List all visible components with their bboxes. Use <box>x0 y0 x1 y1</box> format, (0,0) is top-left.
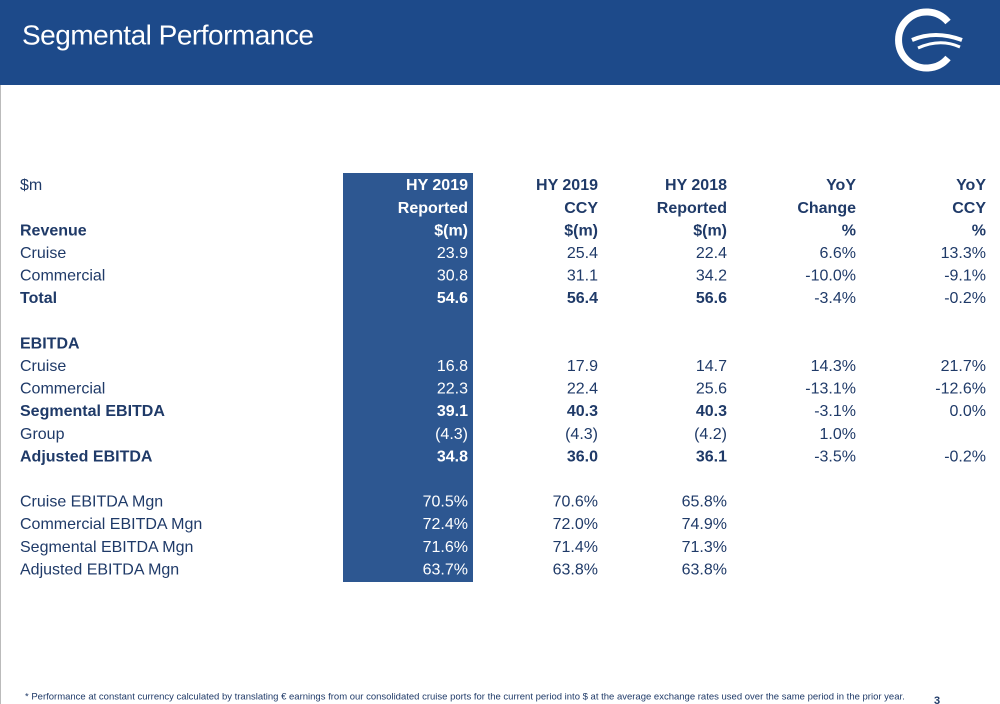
cell: $(m) <box>434 222 468 239</box>
cell: (4.3) <box>435 426 468 443</box>
cell: 70.5% <box>423 494 468 511</box>
cell: 40.3 <box>567 403 598 420</box>
cell: -10.0% <box>805 268 856 285</box>
column-header: HY 2019 <box>406 177 468 194</box>
cell: $(m) <box>564 222 598 239</box>
row-label: EBITDA <box>20 335 80 352</box>
page-number: 3 <box>934 695 940 704</box>
cell: 30.8 <box>437 268 468 285</box>
cell: 14.7 <box>696 358 727 375</box>
cell: 71.3% <box>682 539 727 556</box>
cell: 71.6% <box>423 539 468 556</box>
cell: 1.0% <box>820 426 856 443</box>
highlight-column <box>343 173 473 582</box>
cell: % <box>972 222 986 239</box>
cell: 16.8 <box>437 358 468 375</box>
cell: -9.1% <box>944 268 986 285</box>
column-header: Reported <box>398 200 468 217</box>
logo <box>895 8 963 72</box>
cell: 71.4% <box>553 539 598 556</box>
cell: 23.9 <box>437 245 468 262</box>
cell: 40.3 <box>696 403 727 420</box>
column-header: Reported <box>657 200 727 217</box>
header-bar <box>0 0 1000 85</box>
cell: 14.3% <box>811 358 856 375</box>
cell: 13.3% <box>941 245 986 262</box>
cell: 6.6% <box>820 245 856 262</box>
row-label: Revenue <box>20 222 87 239</box>
cell: % <box>842 222 856 239</box>
cell: 72.0% <box>553 516 598 533</box>
cell: 63.7% <box>423 561 468 578</box>
cell: -12.6% <box>935 381 986 398</box>
row-label: Commercial EBITDA Mgn <box>20 516 202 533</box>
cell: 31.1 <box>567 268 598 285</box>
cell: 17.9 <box>567 358 598 375</box>
cell: 0.0% <box>950 403 986 420</box>
cell: -0.2% <box>944 448 986 465</box>
cell: $(m) <box>693 222 727 239</box>
cell: 70.6% <box>553 494 598 511</box>
cell: 63.8% <box>682 561 727 578</box>
cell: -3.1% <box>814 403 856 420</box>
row-label: Adjusted EBITDA <box>20 448 153 465</box>
footnote: * Performance at constant currency calcu… <box>25 692 905 703</box>
row-label: Cruise <box>20 358 66 375</box>
row-label: Group <box>20 426 65 443</box>
cell: 36.0 <box>567 448 598 465</box>
column-header: CCY <box>952 200 986 217</box>
column-header: YoY <box>956 177 986 194</box>
cell: 25.6 <box>696 381 727 398</box>
cell: 74.9% <box>682 516 727 533</box>
row-label: Segmental EBITDA Mgn <box>20 539 193 556</box>
cell: -0.2% <box>944 290 986 307</box>
cell: 54.6 <box>437 290 468 307</box>
row-label: Total <box>20 290 57 307</box>
cell: 56.4 <box>567 290 598 307</box>
cell: 34.8 <box>437 448 468 465</box>
row-label: Segmental EBITDA <box>20 403 165 420</box>
cell: 25.4 <box>567 245 598 262</box>
row-label: Commercial <box>20 381 105 398</box>
cell: -13.1% <box>805 381 856 398</box>
cell: -3.5% <box>814 448 856 465</box>
table: $m HY 2019 Reported HY 2019 CCY HY 2018 Report… <box>20 177 986 578</box>
row-label: Adjusted EBITDA Mgn <box>20 561 179 578</box>
row-label: Commercial <box>20 268 105 285</box>
cell: 56.6 <box>696 290 727 307</box>
column-header: HY 2018 <box>665 177 727 194</box>
cell: 34.2 <box>696 268 727 285</box>
row-label: Cruise <box>20 245 66 262</box>
cell: 22.4 <box>696 245 727 262</box>
cell: 63.8% <box>553 561 598 578</box>
cell: 36.1 <box>696 448 727 465</box>
column-header: Change <box>797 200 856 217</box>
cell: -3.4% <box>814 290 856 307</box>
column-header: HY 2019 <box>536 177 598 194</box>
unit-label: $m <box>20 177 42 194</box>
cell: 39.1 <box>437 403 468 420</box>
cell: 65.8% <box>682 494 727 511</box>
title: Segmental Performance <box>22 19 313 50</box>
row-label: Cruise EBITDA Mgn <box>20 494 163 511</box>
cell: 22.3 <box>437 381 468 398</box>
cell: (4.3) <box>565 426 598 443</box>
cell: 21.7% <box>941 358 986 375</box>
column-header: CCY <box>564 200 598 217</box>
cell: (4.2) <box>694 426 727 443</box>
cell: 72.4% <box>423 516 468 533</box>
cell: 22.4 <box>567 381 598 398</box>
column-header: YoY <box>826 177 856 194</box>
